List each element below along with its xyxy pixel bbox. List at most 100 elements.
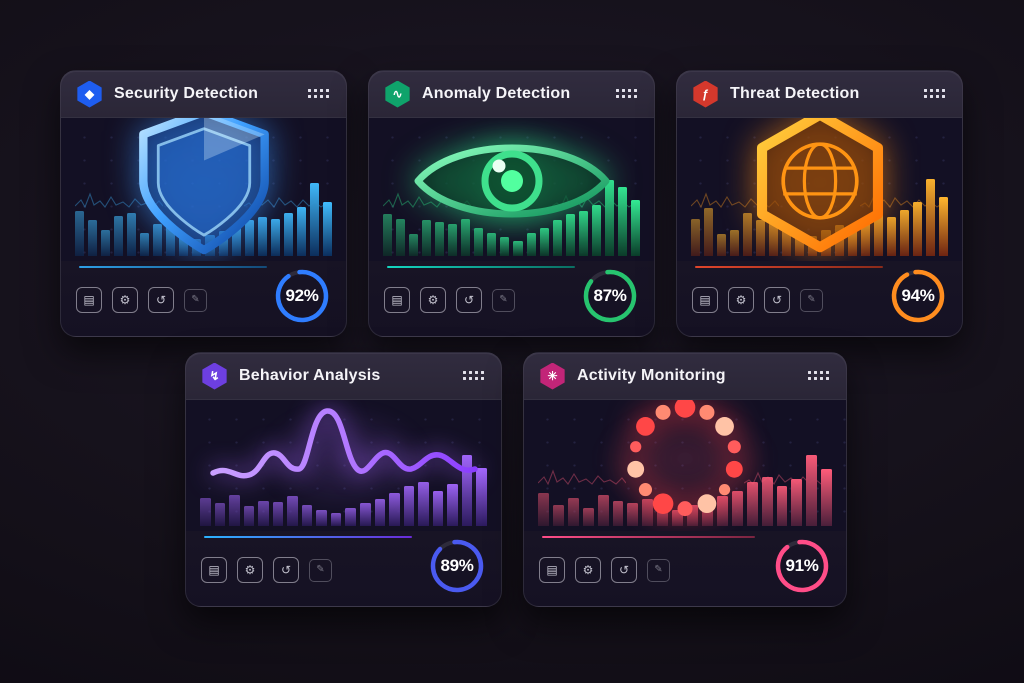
bar <box>860 220 870 256</box>
menu-dot <box>314 94 317 98</box>
dot-ring-icon <box>627 400 743 516</box>
bar <box>287 496 298 526</box>
bar <box>487 232 497 256</box>
menu-dot <box>616 94 619 98</box>
bar <box>500 237 510 256</box>
bar <box>612 500 624 526</box>
bar <box>847 226 857 256</box>
bar <box>383 213 393 256</box>
bar <box>769 222 779 256</box>
bar-chart <box>538 455 833 526</box>
grid-dots-menu-icon[interactable] <box>308 88 331 100</box>
grid-dots-menu-icon[interactable] <box>924 88 947 100</box>
chart-grid-icon[interactable]: ▤ <box>76 287 102 313</box>
menu-dot <box>930 88 933 92</box>
bar <box>716 496 728 526</box>
card-header: ƒ Threat Detection <box>677 71 962 118</box>
bar <box>806 455 818 526</box>
shield-icon <box>138 118 269 255</box>
bug-scan-icon[interactable]: ⚙ <box>420 287 446 313</box>
grid-dots-menu-icon[interactable] <box>616 88 639 100</box>
percent-label: 89% <box>440 556 474 575</box>
menu-dot <box>308 94 311 98</box>
menu-dot <box>628 94 631 98</box>
bar <box>272 501 284 526</box>
sync-cloud-icon[interactable]: ↺ <box>148 287 174 313</box>
pen-tool-icon[interactable]: ✎ <box>647 558 670 582</box>
bar <box>270 218 280 256</box>
sync-cloud-icon[interactable]: ↺ <box>611 557 637 583</box>
menu-dot <box>475 376 478 380</box>
bar <box>258 500 269 526</box>
menu-dot <box>826 370 829 374</box>
bar <box>743 212 753 256</box>
bar <box>899 209 909 256</box>
grid-dots-menu-icon[interactable] <box>463 370 486 382</box>
sync-cloud-icon[interactable]: ↺ <box>273 557 299 583</box>
chart-grid-icon[interactable]: ▤ <box>201 557 227 583</box>
bar <box>552 220 562 256</box>
badge-glyph: ƒ <box>702 87 709 101</box>
bar <box>701 500 713 526</box>
bug-scan-icon[interactable]: ⚙ <box>728 287 754 313</box>
percent-label: 87% <box>593 286 627 305</box>
chart-area <box>186 400 501 531</box>
chart-grid-icon[interactable]: ▤ <box>539 557 565 583</box>
bug-scan-icon[interactable]: ⚙ <box>112 287 138 313</box>
menu-dot <box>308 88 311 92</box>
bar <box>617 186 627 256</box>
pen-tool-icon[interactable]: ✎ <box>492 288 515 312</box>
grid-dots-menu-icon[interactable] <box>808 370 831 382</box>
bar <box>418 482 429 526</box>
sync-cloud-icon[interactable]: ↺ <box>456 287 482 313</box>
motion-arrow-icon: ↯ <box>202 362 227 390</box>
menu-dot <box>808 376 811 380</box>
bar <box>179 235 189 256</box>
bar <box>322 201 332 256</box>
bar <box>88 220 98 256</box>
card-title: Anomaly Detection <box>422 85 571 102</box>
bar <box>627 503 639 526</box>
progress-ring: 87% <box>581 267 639 325</box>
bar <box>657 506 669 526</box>
bar <box>360 503 371 526</box>
bug-scan-icon[interactable]: ⚙ <box>237 557 263 583</box>
card-header: ∿ Anomaly Detection <box>369 71 654 118</box>
bar <box>257 217 267 256</box>
bar <box>791 479 803 526</box>
menu-dot <box>814 370 817 374</box>
chart-area <box>61 118 346 261</box>
underline <box>542 536 755 538</box>
menu-dot <box>936 94 939 98</box>
ring-dot <box>627 460 645 478</box>
progress-ring: 89% <box>428 537 486 595</box>
chart-grid-icon[interactable]: ▤ <box>692 287 718 313</box>
ring-dot <box>697 493 717 513</box>
ring-dot <box>677 500 693 516</box>
menu-dot <box>475 370 478 374</box>
card-header: ✳ Activity Monitoring <box>524 353 846 400</box>
chart-grid-icon[interactable]: ▤ <box>384 287 410 313</box>
menu-dot <box>826 376 829 380</box>
bar <box>448 223 458 256</box>
card-title: Threat Detection <box>730 85 860 102</box>
bar <box>474 228 484 256</box>
chart-area <box>369 118 654 261</box>
bar <box>567 497 579 526</box>
bar <box>422 220 432 256</box>
card-title: Behavior Analysis <box>239 367 381 384</box>
waveform-icon <box>209 408 478 479</box>
bug-scan-icon[interactable]: ⚙ <box>575 557 601 583</box>
sync-cloud-icon[interactable]: ↺ <box>764 287 790 313</box>
pen-tool-icon[interactable]: ✎ <box>800 288 823 312</box>
bar <box>435 222 445 256</box>
bar <box>127 212 137 256</box>
menu-dot <box>634 94 637 98</box>
card-footer: ▤ ⚙ ↺ ✎ 94% <box>677 269 962 336</box>
menu-dot <box>808 370 811 374</box>
pen-tool-icon[interactable]: ✎ <box>309 558 332 582</box>
ring-dot <box>636 416 655 436</box>
pen-tool-icon[interactable]: ✎ <box>184 288 207 312</box>
flame-icon: ƒ <box>693 80 718 108</box>
